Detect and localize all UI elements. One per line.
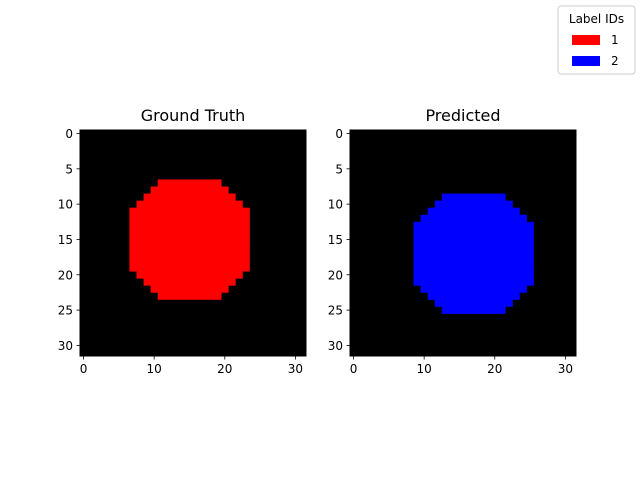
mask-row-17	[129, 250, 250, 258]
mask-row-25	[441, 306, 506, 314]
mask-row-10	[434, 200, 513, 208]
y-tick-label: 0	[335, 127, 343, 141]
y-tick-label: 15	[58, 233, 73, 247]
mask-row-16	[129, 243, 250, 251]
x-tick-label: 10	[147, 362, 162, 376]
legend: Label IDs 1 2	[557, 5, 636, 75]
y-tick-label: 10	[328, 198, 343, 212]
panel-title: Ground Truth	[141, 106, 246, 125]
mask-row-21	[143, 278, 236, 286]
mask-row-18	[129, 257, 250, 265]
legend-label-2: 2	[611, 54, 619, 68]
mask-row-14	[413, 228, 534, 237]
axes-frame	[349, 129, 577, 357]
y-tick-label: 30	[58, 339, 73, 353]
x-axis: 0 10 20 30	[80, 356, 303, 376]
mask-row-7	[157, 179, 222, 187]
y-tick-label: 10	[58, 198, 73, 212]
y-tick-label: 0	[65, 127, 73, 141]
mask-cells	[80, 130, 306, 356]
y-tick-label: 30	[328, 339, 343, 353]
mask-row-21	[413, 278, 534, 286]
mask-row-23	[157, 292, 222, 300]
x-tick-label: 30	[288, 362, 303, 376]
y-tick-label: 5	[65, 162, 73, 176]
mask-row-22	[420, 285, 527, 293]
y-tick-label: 25	[58, 304, 73, 318]
axes-frame	[79, 129, 307, 357]
legend-swatch-2	[572, 56, 600, 66]
y-tick-label: 20	[328, 268, 343, 282]
mask-row-20	[136, 271, 243, 279]
predicted-panel: Predicted 0 10 20 30 0 5 10 15 20 25 30	[328, 106, 577, 376]
panel-title: Predicted	[425, 106, 500, 125]
mask-row-14	[129, 228, 250, 237]
legend-title: Label IDs	[569, 12, 624, 26]
y-tick-label: 15	[328, 233, 343, 247]
mask-row-11	[129, 207, 250, 216]
mask-row-18	[413, 257, 534, 265]
x-tick-label: 20	[217, 362, 232, 376]
mask-row-15	[413, 235, 534, 244]
x-tick-label: 10	[417, 362, 432, 376]
y-axis: 0 5 10 15 20 25 30	[328, 127, 350, 353]
mask-row-20	[413, 271, 534, 279]
mask-row-16	[413, 243, 534, 251]
legend-label-1: 1	[611, 33, 619, 47]
legend-swatch-1	[572, 35, 600, 45]
mask-row-13	[413, 221, 534, 230]
x-tick-label: 0	[80, 362, 88, 376]
mask-row-23	[427, 292, 520, 300]
y-tick-label: 20	[58, 268, 73, 282]
x-tick-label: 20	[487, 362, 502, 376]
x-tick-label: 30	[558, 362, 573, 376]
mask-row-8	[150, 186, 229, 194]
x-axis: 0 10 20 30	[350, 356, 573, 376]
mask-row-19	[129, 264, 250, 272]
mask-row-13	[129, 221, 250, 230]
y-tick-label: 25	[328, 304, 343, 318]
mask-row-24	[434, 299, 513, 307]
mask-row-11	[427, 207, 520, 216]
mask-row-9	[441, 193, 506, 201]
mask-row-9	[143, 193, 236, 201]
mask-row-22	[150, 285, 229, 293]
y-axis: 0 5 10 15 20 25 30	[58, 127, 80, 353]
mask-row-15	[129, 235, 250, 244]
y-tick-label: 5	[335, 162, 343, 176]
mask-row-10	[136, 200, 243, 208]
mask-row-19	[413, 264, 534, 272]
mask-row-12	[129, 214, 250, 223]
mask-cells	[350, 130, 576, 356]
mask-row-12	[420, 214, 527, 223]
x-tick-label: 0	[350, 362, 358, 376]
mask-row-17	[413, 250, 534, 258]
ground-truth-panel: Ground Truth 0 10 20 30 0 5 10 15 20 25 30	[58, 106, 307, 376]
